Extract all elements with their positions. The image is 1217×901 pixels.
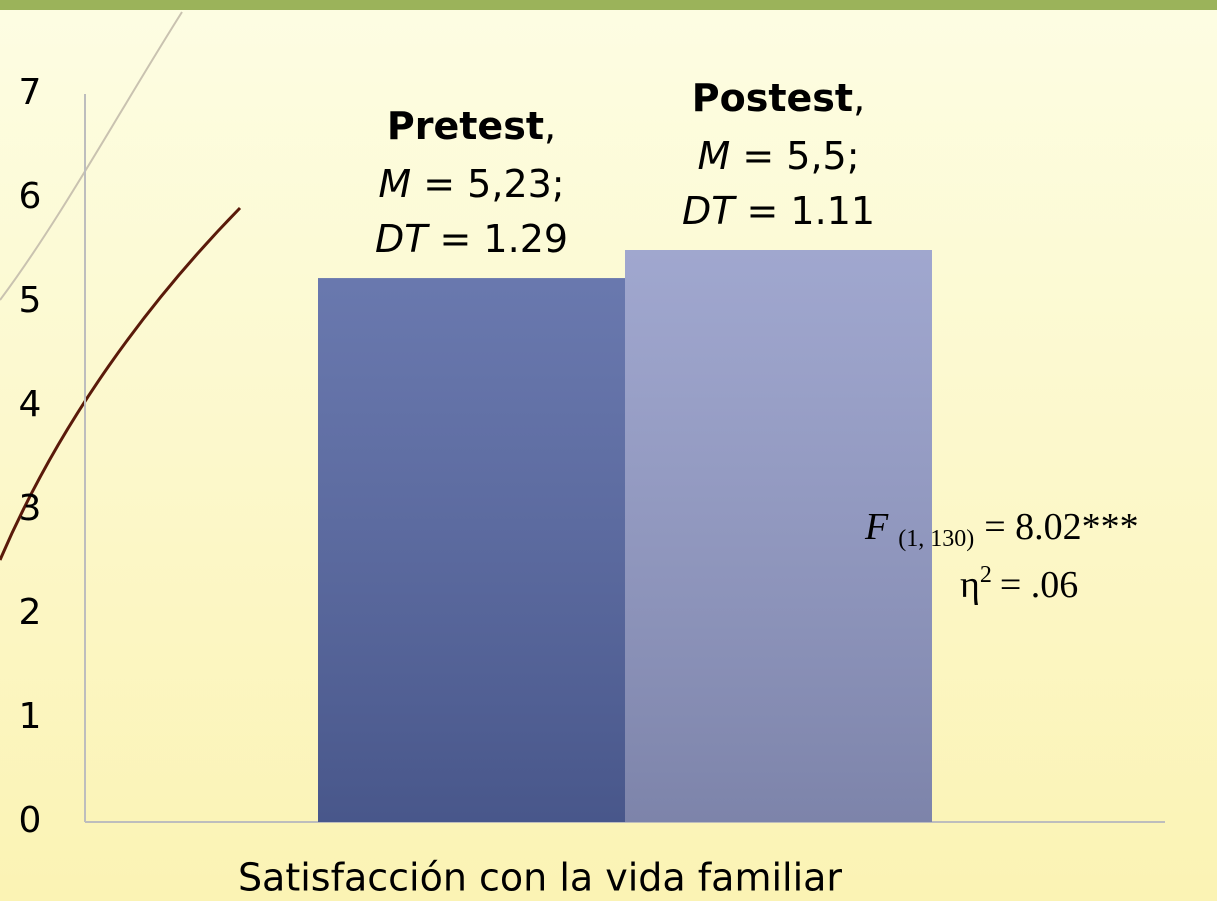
- decor-curve: [0, 11, 183, 301]
- y-tick-label: 5: [19, 280, 42, 321]
- data-label-value: = 1.29: [427, 217, 568, 261]
- data-label-value: = 1.11: [734, 189, 875, 233]
- data-label: M = 5,23;: [378, 162, 564, 206]
- effect-power: 2: [980, 562, 992, 588]
- effect-result: = .06: [1000, 564, 1078, 606]
- bar-shade: [318, 278, 625, 823]
- data-label-value: = 5,23;: [411, 162, 564, 206]
- data-label-symbol: M: [697, 134, 730, 178]
- stat-df: (1, 130): [898, 526, 974, 552]
- y-tick-label: 2: [19, 592, 42, 633]
- data-label: DT = 1.11: [682, 189, 875, 233]
- series-name: Postest: [692, 76, 853, 120]
- label-separator: ,: [853, 76, 865, 120]
- y-tick-label: 0: [19, 800, 42, 841]
- annotation: η2 = .06: [960, 562, 1078, 606]
- y-tick-label: 6: [19, 176, 42, 217]
- top-band: [0, 0, 1217, 10]
- data-label-symbol: DT: [375, 217, 430, 261]
- annotation: F (1, 130) = 8.02***: [864, 506, 1139, 552]
- y-tick-label: 3: [19, 488, 42, 529]
- y-tick-label: 7: [19, 72, 42, 113]
- data-label-symbol: DT: [682, 189, 737, 233]
- series-name: Pretest: [387, 104, 544, 148]
- stat-result: = 8.02***: [984, 506, 1138, 548]
- bar-shade: [625, 250, 932, 822]
- stat-symbol: F: [864, 506, 889, 548]
- data-label-value: = 5,5;: [730, 134, 859, 178]
- data-label: M = 5,5;: [697, 134, 859, 178]
- data-label-symbol: M: [378, 162, 411, 206]
- series-label: Postest,: [692, 76, 865, 120]
- y-tick-label: 1: [19, 696, 42, 737]
- series-label: Pretest,: [387, 104, 556, 148]
- label-separator: ,: [544, 104, 556, 148]
- y-tick-label: 4: [19, 384, 42, 425]
- data-label: DT = 1.29: [375, 217, 568, 261]
- x-axis-label: Satisfacción con la vida familiar: [238, 856, 842, 900]
- decor-curve: [0, 206, 242, 561]
- effect-symbol: η: [960, 564, 980, 606]
